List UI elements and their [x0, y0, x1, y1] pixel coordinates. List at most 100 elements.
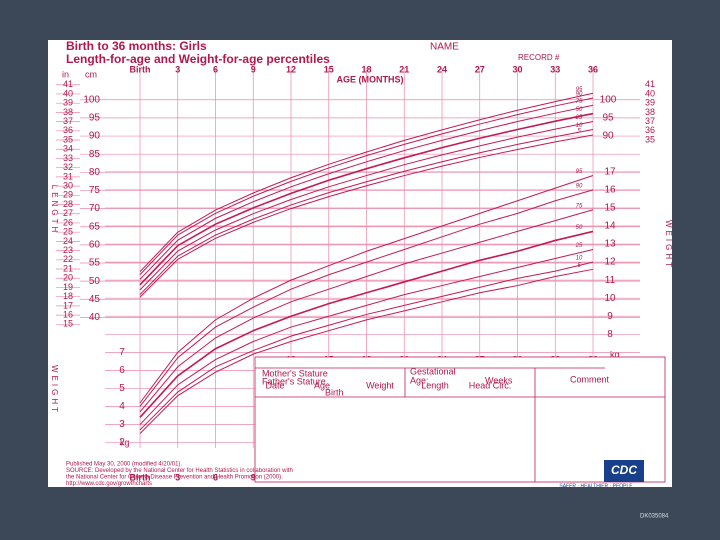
percentile-curve — [139, 134, 594, 298]
y2-tick-label: 6 — [119, 365, 125, 376]
inch-tick-label: 41 — [63, 79, 73, 89]
percentile-curve — [139, 104, 594, 280]
inch-tick-label: 37 — [645, 116, 655, 126]
inch-tick-label: 27 — [63, 208, 73, 218]
footer-line: the National Center for Chronic Disease … — [66, 475, 283, 481]
y2-axis-title: WEIGHT — [50, 365, 59, 415]
inch-tick-label: 20 — [63, 273, 73, 283]
y-axis-title: LENGTH — [50, 185, 59, 235]
table-text: Birth — [325, 387, 344, 397]
footer-line: SOURCE: Developed by the National Center… — [66, 468, 293, 474]
x-tick-label: 36 — [588, 64, 598, 74]
inch-tick-label: 16 — [63, 309, 73, 319]
inch-tick-label: 38 — [645, 107, 655, 117]
percentile-curve — [139, 248, 594, 425]
y2-axis-title-right: WEIGHT — [664, 220, 673, 270]
y2-tick-label: 10 — [604, 293, 616, 304]
y2-tick-label: 17 — [604, 166, 616, 177]
legend-label: 50 — [576, 225, 583, 231]
percentile-curve — [139, 129, 594, 295]
inch-tick-label: 33 — [63, 153, 73, 163]
y2-tick-label: 5 — [119, 383, 125, 394]
slide-code: DK035084 — [640, 514, 669, 520]
inch-tick-label: 23 — [63, 245, 73, 255]
y-tick-label: 100 — [600, 94, 617, 105]
x-tick-label: 6 — [213, 472, 218, 482]
y-tick-label: 100 — [83, 94, 100, 105]
legend-label: 5 — [577, 129, 581, 135]
inch-tick-label: 18 — [63, 291, 73, 301]
inch-tick-label: 17 — [63, 300, 73, 310]
table-header: Weight — [366, 380, 394, 390]
x-tick-label: 9 — [251, 472, 256, 482]
chart-title: Birth to 36 months: Girls — [66, 39, 207, 53]
record-label: RECORD # — [518, 53, 560, 62]
in-unit: in — [62, 69, 69, 79]
inch-tick-label: 34 — [63, 144, 73, 154]
y-tick-label: 75 — [89, 185, 101, 196]
y-tick-label: 50 — [89, 276, 101, 287]
percentile-curve — [139, 112, 594, 286]
inch-tick-label: 32 — [63, 162, 73, 172]
legend-label: 95 — [576, 87, 583, 93]
x-tick-label: 30 — [512, 64, 522, 74]
legend-label: 95 — [576, 169, 583, 175]
y-tick-label: 65 — [89, 221, 101, 232]
y2-tick-label: 12 — [604, 257, 616, 268]
y-tick-label: 95 — [89, 113, 101, 124]
y2-tick-label: 13 — [604, 239, 616, 250]
legend-label: 75 — [576, 99, 583, 105]
x-tick-label: Birth — [130, 472, 151, 482]
logo-tagline: SAFER · HEALTHIER · PEOPLE — [559, 483, 633, 489]
table-box — [254, 356, 666, 483]
y2-tick-label: 3 — [119, 419, 125, 430]
cm-unit: cm — [85, 69, 97, 79]
legend-label: 10 — [576, 123, 583, 129]
legend-label: 90 — [576, 183, 583, 189]
inch-tick-label: 40 — [63, 88, 73, 98]
y2-tick-label: 14 — [604, 221, 616, 232]
y-tick-label: 70 — [89, 203, 101, 214]
y2-tick-label: 9 — [607, 311, 613, 322]
x-tick-label: 6 — [213, 64, 218, 74]
legend-label: 90 — [576, 92, 583, 98]
inch-tick-label: 21 — [63, 263, 73, 273]
table-header: Date — [265, 380, 284, 390]
legend-label: 50 — [576, 107, 583, 113]
x-tick-label: 15 — [324, 64, 334, 74]
y-tick-label: 80 — [89, 167, 101, 178]
y2-tick-label: 16 — [604, 185, 616, 196]
footer-line: Published May 30, 2000 (modified 4/20/01… — [66, 462, 182, 468]
legend-label: 5 — [577, 263, 581, 269]
y-tick-label: 40 — [89, 312, 101, 323]
x-tick-label: Birth — [130, 64, 151, 74]
percentile-curve — [139, 92, 594, 273]
inch-tick-label: 41 — [645, 79, 655, 89]
percentile-curve — [139, 261, 594, 431]
y2-tick-label: 7 — [119, 347, 125, 358]
y2-tick-label: 4 — [119, 401, 125, 412]
table-text: Gestational — [410, 366, 456, 376]
y-tick-label: 85 — [89, 149, 101, 160]
inch-tick-label: 28 — [63, 199, 73, 209]
y2-tick-label: 2 — [119, 437, 125, 448]
footer: Published May 30, 2000 (modified 4/20/01… — [66, 462, 293, 488]
y-tick-label: 60 — [89, 240, 101, 251]
inch-tick-label: 19 — [63, 282, 73, 292]
inch-tick-label: 22 — [63, 254, 73, 264]
percentile-curve — [139, 268, 594, 434]
kg-unit-right: kg — [610, 349, 620, 359]
y2-tick-label: 15 — [604, 203, 616, 214]
x-tick-label: 27 — [475, 64, 485, 74]
y2-tick-label: 8 — [607, 329, 613, 340]
percentile-curve — [139, 189, 594, 407]
inch-tick-label: 39 — [63, 98, 73, 108]
table-text: Mother's Stature — [262, 368, 328, 378]
inch-tick-label: 24 — [63, 236, 73, 246]
logo-box — [604, 460, 644, 482]
legend-label: 25 — [575, 115, 583, 121]
y-tick-label: 45 — [89, 294, 101, 305]
inch-tick-label: 25 — [63, 227, 73, 237]
